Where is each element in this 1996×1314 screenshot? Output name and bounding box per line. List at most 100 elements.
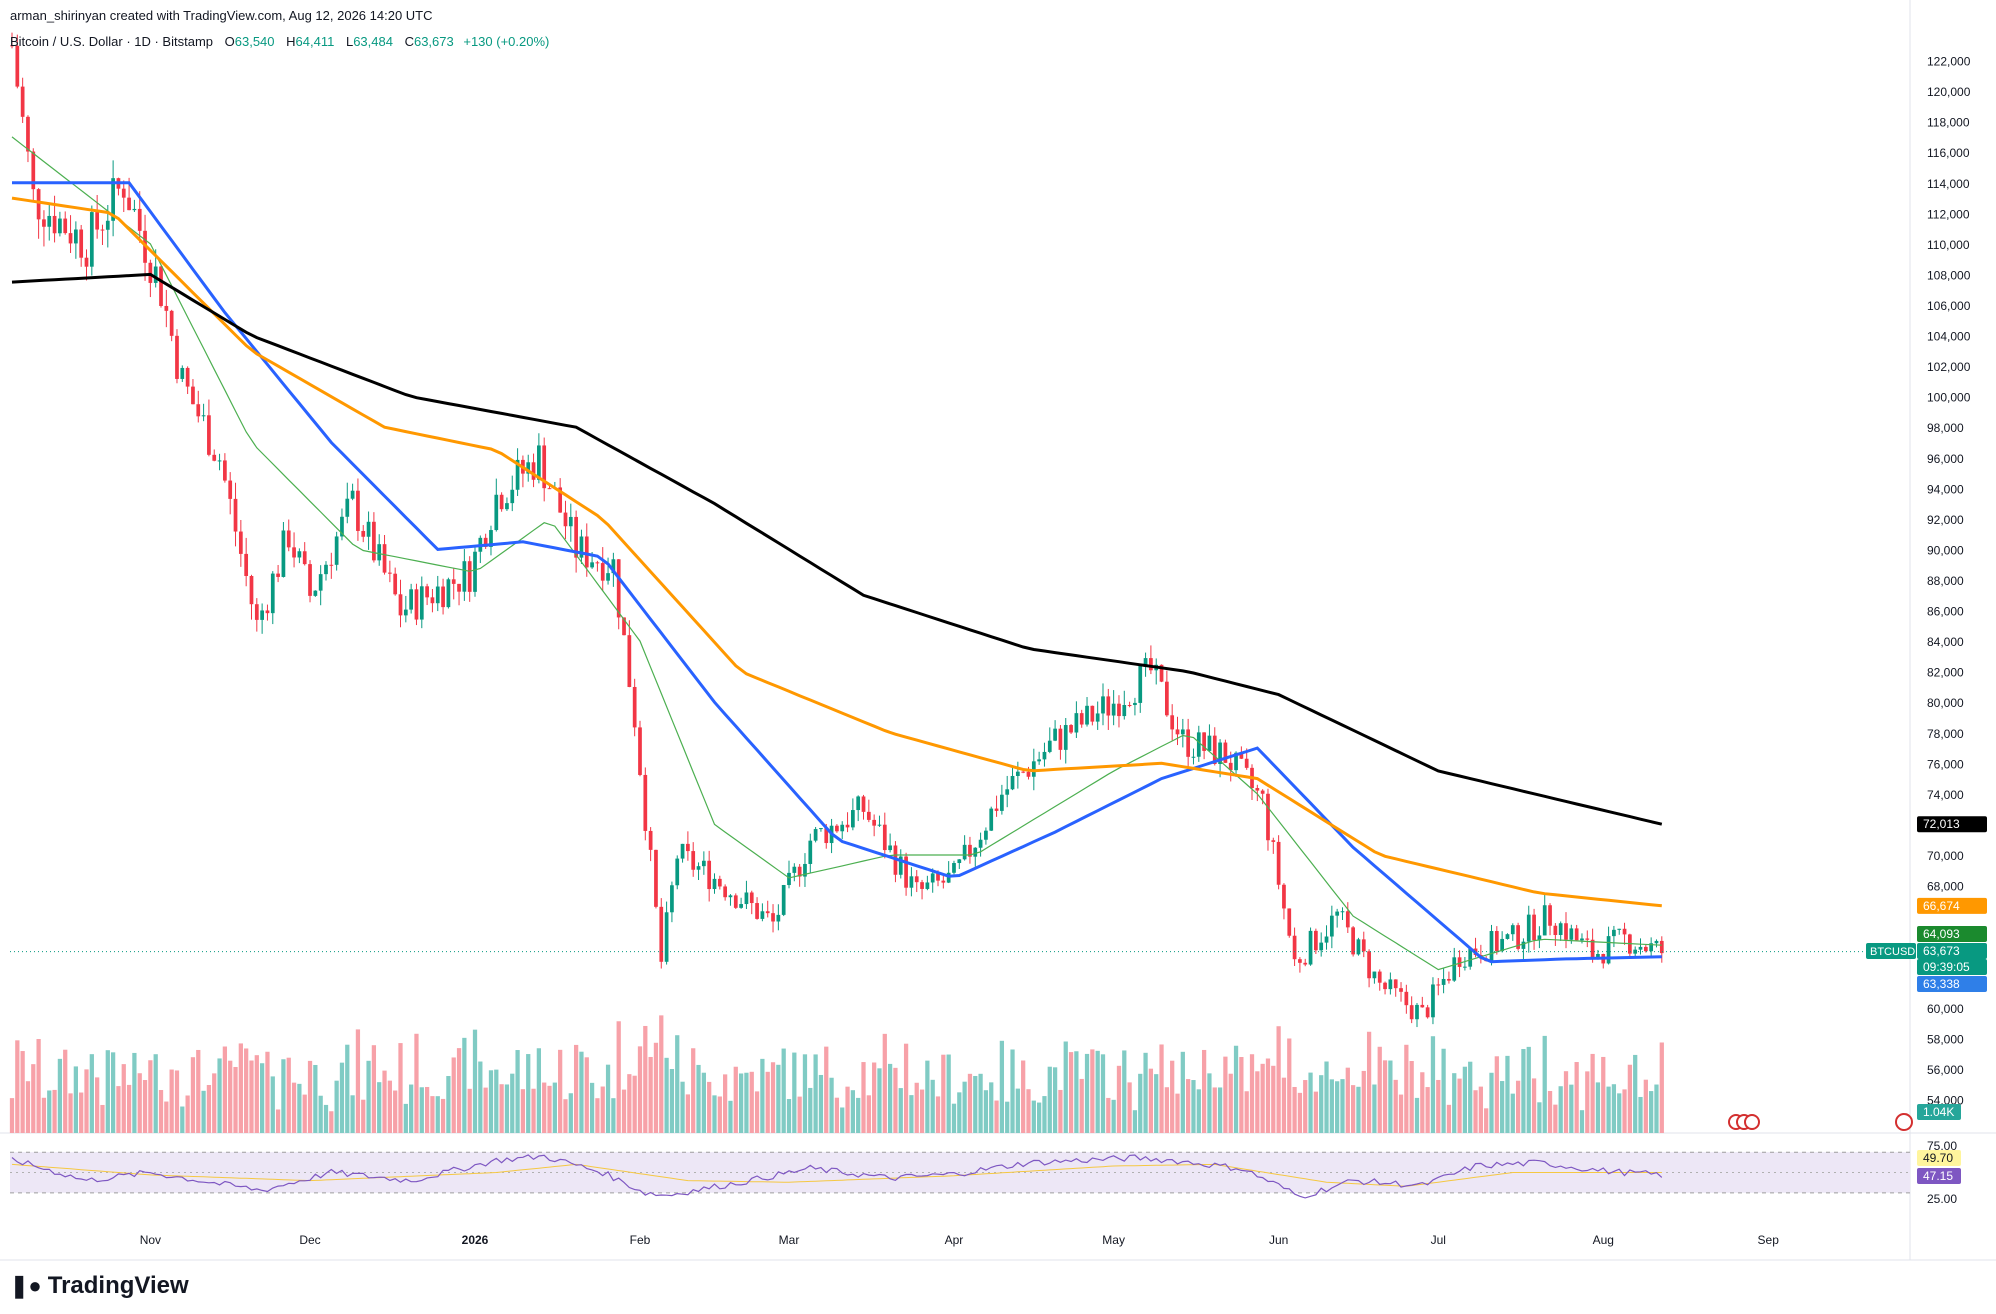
- candle-body: [1548, 905, 1552, 926]
- volume-bar: [1585, 1071, 1590, 1133]
- volume-bar: [1271, 1065, 1276, 1133]
- volume-bar: [1393, 1079, 1398, 1133]
- candle-body: [132, 208, 137, 211]
- candle-body: [1047, 740, 1052, 752]
- volume-bar: [1164, 1087, 1169, 1133]
- candle-body: [925, 882, 930, 889]
- volume-bar: [244, 1048, 249, 1133]
- volume-bar: [1159, 1044, 1164, 1133]
- volume-bar: [302, 1094, 307, 1133]
- x-tick-label: Nov: [140, 1233, 161, 1247]
- y-tick-label: 114,000: [1927, 177, 1970, 191]
- y-tick-label: 56,000: [1927, 1063, 1964, 1077]
- candle-body: [1180, 729, 1185, 735]
- candle-body: [260, 610, 264, 620]
- symbol-description[interactable]: Bitcoin / U.S. Dollar · 1D · Bitstamp: [10, 34, 213, 49]
- volume-bar: [589, 1082, 595, 1133]
- rsi-ma-line: [11, 1163, 1662, 1187]
- volume-bar: [1084, 1053, 1090, 1133]
- candle-body: [430, 597, 435, 604]
- candle-body: [1314, 930, 1318, 951]
- candle-body: [1340, 911, 1345, 913]
- volume-bar: [856, 1097, 861, 1133]
- volume-bar: [691, 1048, 696, 1133]
- candle-body: [760, 911, 765, 919]
- volume-bar: [1042, 1096, 1047, 1133]
- candle-body: [180, 367, 185, 379]
- candle-body: [1436, 984, 1441, 986]
- candle-body: [962, 844, 967, 860]
- volume-bar: [584, 1057, 589, 1133]
- candle-body: [579, 536, 584, 558]
- candle-body: [1101, 696, 1105, 714]
- candle-body: [568, 516, 573, 527]
- candle-body: [707, 860, 712, 890]
- open-value: 63,540: [234, 34, 275, 49]
- price-label: 63,338: [1923, 977, 1960, 991]
- volume-bar: [542, 1082, 547, 1133]
- tradingview-logo[interactable]: ❚● TradingView: [10, 1272, 189, 1300]
- volume-bar: [260, 1063, 265, 1133]
- volume-bar: [36, 1039, 41, 1133]
- volume-bar: [781, 1048, 786, 1133]
- x-tick-label: 2026: [462, 1233, 489, 1247]
- volume-bar: [611, 1098, 616, 1133]
- candle-body: [1510, 925, 1515, 935]
- candle-body: [670, 885, 674, 913]
- candle-body: [877, 824, 882, 826]
- volume-bar: [770, 1062, 776, 1133]
- candle-body: [973, 847, 978, 857]
- volume-bar: [866, 1095, 871, 1133]
- volume-bar: [1558, 1086, 1563, 1133]
- volume-bar: [1116, 1065, 1122, 1133]
- volume-bar: [180, 1106, 185, 1133]
- candle-body: [1393, 979, 1398, 989]
- candle-body: [1585, 938, 1590, 940]
- candle-body: [957, 859, 962, 864]
- volume-bar: [206, 1084, 212, 1133]
- volume-bar: [89, 1054, 94, 1133]
- candle-body: [1516, 925, 1520, 949]
- volume-bar: [962, 1081, 967, 1133]
- y-tick-label: 98,000: [1927, 421, 1964, 435]
- volume-bar: [935, 1096, 941, 1133]
- y-tick-label: 100,000: [1927, 391, 1971, 405]
- volume-bar: [1010, 1049, 1015, 1133]
- candle-body: [441, 586, 445, 608]
- created-by-label: arman_shirinyan created with TradingView…: [10, 8, 433, 23]
- volume-bar: [1547, 1090, 1553, 1133]
- candle-body: [451, 579, 456, 584]
- candle-body: [856, 796, 861, 811]
- volume-bar: [440, 1098, 446, 1133]
- volume-bar: [579, 1051, 584, 1133]
- volume-bar: [1201, 1049, 1207, 1133]
- candle-body: [1537, 935, 1542, 941]
- y-tick-label: 96,000: [1927, 452, 1964, 466]
- volume-bar: [760, 1058, 765, 1133]
- volume-bar: [1553, 1104, 1558, 1133]
- volume-bar: [717, 1096, 722, 1133]
- candle-body: [1287, 908, 1292, 936]
- candle-body: [1015, 771, 1020, 776]
- candle-body: [547, 488, 552, 490]
- volume-bar: [483, 1087, 488, 1133]
- candle-body: [606, 573, 610, 581]
- volume-bar: [558, 1049, 563, 1133]
- volume-bar: [531, 1088, 536, 1133]
- price-label-bg: [1917, 976, 1987, 992]
- candle-body: [350, 490, 355, 499]
- candle-body: [882, 824, 887, 851]
- volume-bar: [25, 1081, 31, 1133]
- volume-bar: [1111, 1099, 1116, 1133]
- candle-body: [483, 537, 488, 547]
- candle-body: [686, 843, 690, 852]
- candle-body: [1351, 927, 1355, 955]
- candle-body: [1494, 931, 1499, 952]
- volume-bar: [1643, 1079, 1648, 1133]
- candle-body: [1500, 938, 1505, 952]
- volume-bar: [462, 1037, 467, 1133]
- volume-bar: [1313, 1091, 1319, 1133]
- volume-bar: [754, 1091, 760, 1133]
- volume-bar: [164, 1101, 169, 1133]
